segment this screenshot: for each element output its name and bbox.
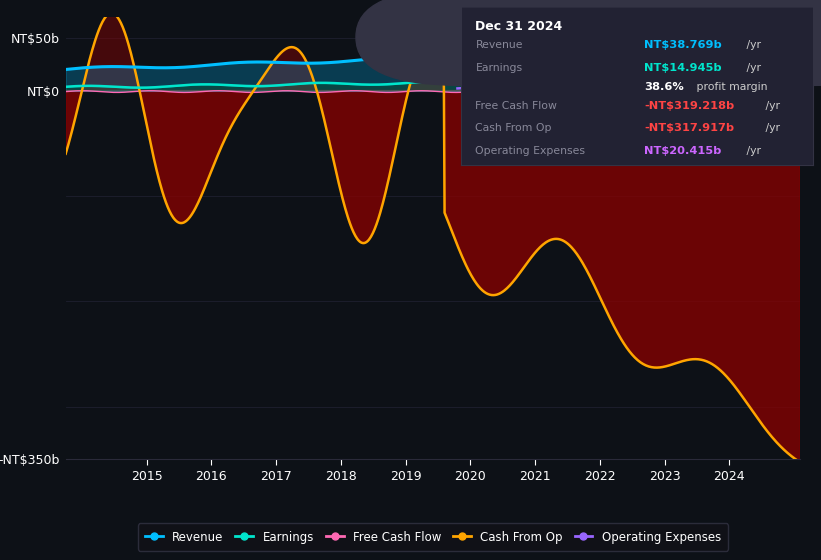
Text: NT$38.769b: NT$38.769b bbox=[644, 40, 722, 50]
Text: /yr: /yr bbox=[762, 101, 780, 111]
Text: /yr: /yr bbox=[742, 146, 760, 156]
Text: Dec 31 2024: Dec 31 2024 bbox=[475, 20, 562, 33]
Text: profit margin: profit margin bbox=[693, 82, 768, 92]
Text: -NT$317.917b: -NT$317.917b bbox=[644, 123, 734, 133]
FancyBboxPatch shape bbox=[356, 50, 821, 146]
FancyBboxPatch shape bbox=[356, 91, 821, 188]
Text: /yr: /yr bbox=[742, 40, 760, 50]
FancyBboxPatch shape bbox=[356, 8, 821, 105]
Text: /yr: /yr bbox=[742, 63, 760, 73]
Text: Cash From Op: Cash From Op bbox=[475, 123, 552, 133]
Text: NT$14.945b: NT$14.945b bbox=[644, 63, 722, 73]
Text: 38.6%: 38.6% bbox=[644, 82, 684, 92]
Text: NT$20.415b: NT$20.415b bbox=[644, 146, 722, 156]
Text: Operating Expenses: Operating Expenses bbox=[475, 146, 585, 156]
Text: Earnings: Earnings bbox=[475, 63, 523, 73]
Text: Free Cash Flow: Free Cash Flow bbox=[475, 101, 557, 111]
Text: /yr: /yr bbox=[762, 123, 780, 133]
Text: Revenue: Revenue bbox=[475, 40, 523, 50]
FancyBboxPatch shape bbox=[356, 31, 821, 127]
FancyBboxPatch shape bbox=[356, 0, 821, 85]
Legend: Revenue, Earnings, Free Cash Flow, Cash From Op, Operating Expenses: Revenue, Earnings, Free Cash Flow, Cash … bbox=[138, 524, 728, 550]
FancyBboxPatch shape bbox=[356, 69, 821, 165]
Text: -NT$319.218b: -NT$319.218b bbox=[644, 101, 734, 111]
